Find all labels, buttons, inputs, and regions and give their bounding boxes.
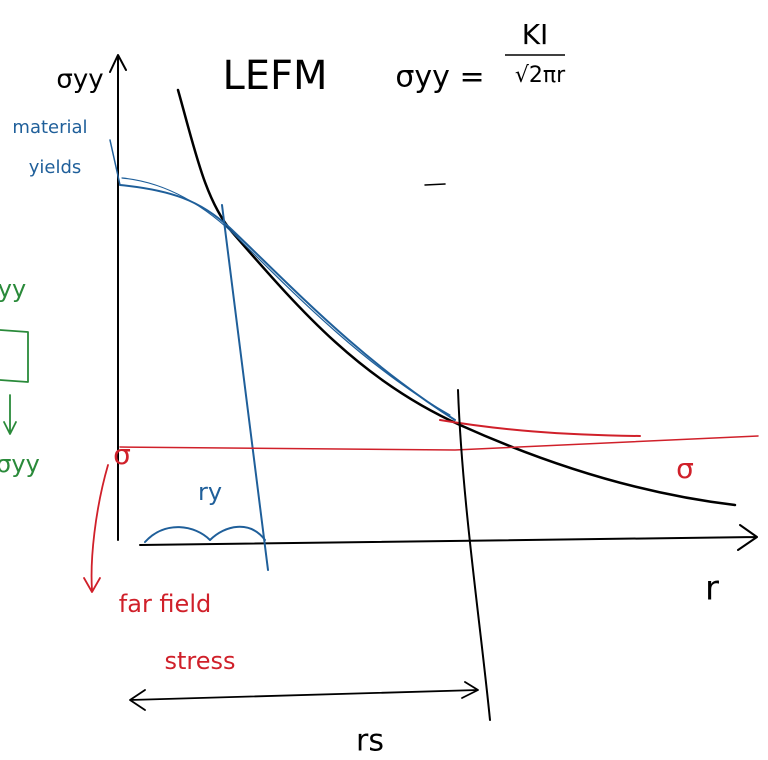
side-label: yy [0,275,26,303]
y-axis-label: σyy [56,65,103,95]
plastic-zone-label: ry [198,478,222,506]
far-field-symbol: σ [676,452,694,485]
rs-arrow [130,682,478,710]
yield-label: material [12,117,87,138]
side-element [0,330,28,434]
title: LEFM [222,53,327,99]
sketch: LEFM σyy = KI √2πr σyy material yields r… [0,0,768,760]
stray-mark [425,184,445,185]
x-axis [140,525,757,550]
plastic-zone-edge [222,205,268,570]
far-field-overlap [440,420,640,436]
rs-line [458,390,490,720]
size-label: rs [356,724,384,759]
formula-numerator: KI [522,18,549,51]
lefm-curve [178,90,735,505]
far-field-label: far field [119,590,211,618]
far-field-line [120,436,758,450]
far-field-arrow [84,465,108,592]
yield-curve [120,185,455,420]
formula-lhs: σyy = [395,60,484,95]
far-field-label: stress [164,647,235,675]
yield-curve-sketch [122,178,450,415]
side-label: σyy [0,450,40,478]
x-axis-label: r [705,569,719,609]
formula-denominator: √2πr [515,63,566,88]
plastic-zone-brace [145,527,265,542]
yield-label: yields [29,157,82,178]
far-field-symbol: σ [113,438,131,471]
